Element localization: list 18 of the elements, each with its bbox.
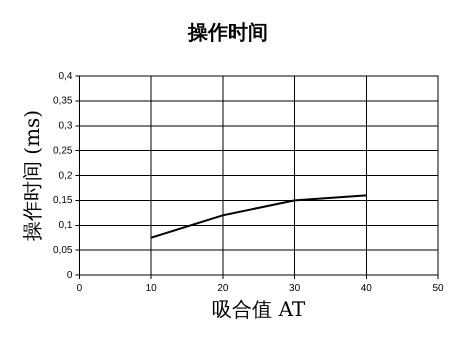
y-tick-label: 0,4: [58, 70, 73, 82]
x-tick-label: 50: [432, 282, 444, 294]
y-tick-label: 0,35: [52, 96, 73, 107]
x-axis-title: 吸合值 AT: [212, 297, 306, 322]
y-axis-title: 操作时间 (ms): [20, 110, 44, 242]
y-tick-label: 0,05: [52, 244, 73, 256]
y-tick-label: 0: [66, 270, 73, 281]
x-tick-label: 20: [217, 282, 229, 294]
y-tick-label: 0,2: [58, 170, 73, 182]
y-tick-label: 0,25: [52, 145, 73, 156]
y-tick-label: 0,3: [58, 120, 73, 132]
y-tick-label: 0,15: [52, 195, 73, 206]
x-tick-label: 40: [360, 282, 372, 294]
x-tick-label: 30: [289, 282, 301, 294]
chart-title: 操作时间: [187, 20, 268, 44]
x-tick-label: 0: [76, 282, 83, 294]
y-tick-label: 0,1: [58, 220, 73, 231]
x-tick-label: 10: [146, 282, 158, 294]
